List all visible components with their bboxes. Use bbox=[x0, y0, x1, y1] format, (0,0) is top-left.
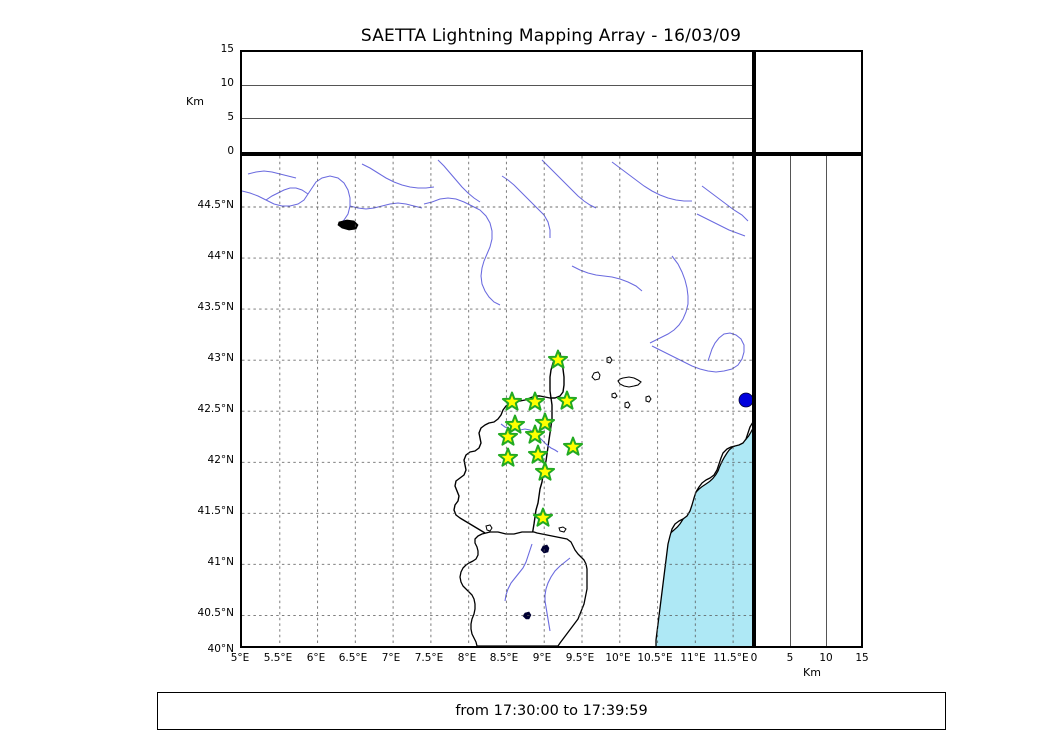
lma-station-marker bbox=[534, 412, 556, 432]
top-panel-ytick-15: 15 bbox=[220, 43, 234, 55]
right-panel-xtick-5: 5 bbox=[786, 652, 794, 664]
river-north-3 bbox=[437, 159, 481, 203]
rivers-mainland bbox=[242, 159, 749, 373]
maddalena-island bbox=[558, 526, 567, 533]
lma-station-marker bbox=[532, 507, 554, 527]
map-xtick-5.5: 5.5°E bbox=[263, 652, 293, 664]
lma-station-marker bbox=[534, 461, 556, 481]
sardinia-coastline bbox=[459, 531, 588, 646]
top-panel-ytick-10: 10 bbox=[220, 77, 234, 89]
map-ytick-40: 40°N bbox=[207, 643, 234, 655]
top-panel-ytick-0: 0 bbox=[227, 145, 234, 157]
river-italy-e bbox=[701, 185, 749, 222]
top-panel-gridline-5km bbox=[242, 118, 752, 119]
map-xtick-7: 7°E bbox=[381, 652, 401, 664]
right-panel-xaxis-label: Km bbox=[803, 666, 821, 679]
river-adige bbox=[501, 175, 551, 238]
map-xtick-10.5: 10.5°E bbox=[637, 652, 673, 664]
map-graphic bbox=[242, 156, 752, 646]
river-seine-tributary bbox=[541, 159, 597, 209]
sardinia-lake-north bbox=[540, 544, 550, 554]
lma-station-marker bbox=[497, 447, 519, 467]
capraia-island bbox=[591, 371, 601, 381]
river-italy-ne bbox=[611, 161, 692, 202]
right-panel-xtick-0: 0 bbox=[750, 652, 758, 664]
lma-station-marker bbox=[547, 349, 569, 369]
sardinia-river-flumendosa bbox=[544, 557, 571, 632]
map-xtick-8: 8°E bbox=[457, 652, 477, 664]
top-panel-ytick-5: 5 bbox=[227, 111, 234, 123]
river-rhone bbox=[242, 175, 351, 225]
time-range-box: from 17:30:00 to 17:39:59 bbox=[157, 692, 946, 730]
river-ombrone bbox=[651, 332, 745, 373]
river-po bbox=[423, 197, 501, 306]
monte-cristo-island bbox=[624, 401, 631, 409]
map-ytick-41: 41°N bbox=[207, 556, 234, 568]
map-xtick-6.5: 6.5°E bbox=[338, 652, 368, 664]
right-panel-gridline-10km bbox=[826, 156, 827, 646]
giglio-island bbox=[645, 395, 652, 403]
river-arno bbox=[571, 265, 643, 292]
time-range-text: from 17:30:00 to 17:39:59 bbox=[455, 703, 648, 719]
lma-station-marker bbox=[501, 391, 523, 411]
map-xtick-10: 10°E bbox=[605, 652, 631, 664]
pianosa-island bbox=[611, 392, 618, 399]
river-italy-e2 bbox=[696, 213, 746, 237]
lma-station-marker bbox=[504, 414, 526, 434]
map-xtick-9.5: 9.5°E bbox=[565, 652, 595, 664]
coast-mainland-europe bbox=[242, 156, 752, 646]
top-panel-yaxis-label: Km bbox=[186, 95, 204, 108]
lma-station-marker bbox=[524, 391, 546, 411]
right-panel-xtick-15: 15 bbox=[855, 652, 869, 664]
river-north-2 bbox=[361, 163, 435, 189]
panel-corner-empty bbox=[754, 50, 863, 154]
map-ytick-42: 42°N bbox=[207, 454, 234, 466]
map-xtick-11.5: 11.5°E bbox=[713, 652, 749, 664]
map-ytick-43: 43°N bbox=[207, 352, 234, 364]
river-tiber bbox=[649, 255, 689, 344]
map-ytick-41.5: 41.5°N bbox=[197, 505, 234, 517]
lma-station-marker bbox=[497, 426, 519, 446]
panel-map bbox=[240, 154, 754, 648]
lma-station-marker bbox=[524, 424, 546, 444]
lma-station-marker bbox=[556, 390, 578, 410]
map-xtick-5: 5°E bbox=[230, 652, 250, 664]
map-ytick-44: 44°N bbox=[207, 250, 234, 262]
map-ytick-43.5: 43.5°N bbox=[197, 301, 234, 313]
map-xtick-7.5: 7.5°E bbox=[414, 652, 444, 664]
lake-etang-de-berre bbox=[337, 219, 359, 231]
river-north-1 bbox=[247, 170, 297, 179]
panel-height-vs-longitude bbox=[240, 50, 754, 154]
lma-station-marker bbox=[562, 436, 584, 456]
lma-station-marker bbox=[527, 444, 549, 464]
panel-height-vs-latitude bbox=[754, 154, 863, 648]
vhf-source-dot bbox=[738, 392, 752, 408]
map-xtick-11: 11°E bbox=[680, 652, 706, 664]
sardinia-river-tirso bbox=[504, 543, 533, 602]
small-island-asinara bbox=[485, 524, 493, 532]
page-title: SAETTA Lightning Mapping Array - 16/03/0… bbox=[360, 26, 742, 46]
map-gridlines bbox=[242, 156, 752, 646]
gorgona-island bbox=[606, 356, 613, 364]
lma-stations-layer bbox=[497, 349, 584, 527]
map-ytick-44.5: 44.5°N bbox=[197, 199, 234, 211]
map-ytick-42.5: 42.5°N bbox=[197, 403, 234, 415]
river-durance bbox=[349, 202, 423, 210]
right-panel-xtick-10: 10 bbox=[819, 652, 833, 664]
right-panel-gridline-5km bbox=[790, 156, 791, 646]
top-panel-gridline-10km bbox=[242, 85, 752, 86]
map-xtick-8.5: 8.5°E bbox=[489, 652, 519, 664]
map-xtick-9: 9°E bbox=[532, 652, 552, 664]
map-xtick-6: 6°E bbox=[306, 652, 326, 664]
elba-island bbox=[617, 376, 642, 388]
river-var bbox=[265, 187, 309, 201]
map-ytick-40.5: 40.5°N bbox=[197, 607, 234, 619]
